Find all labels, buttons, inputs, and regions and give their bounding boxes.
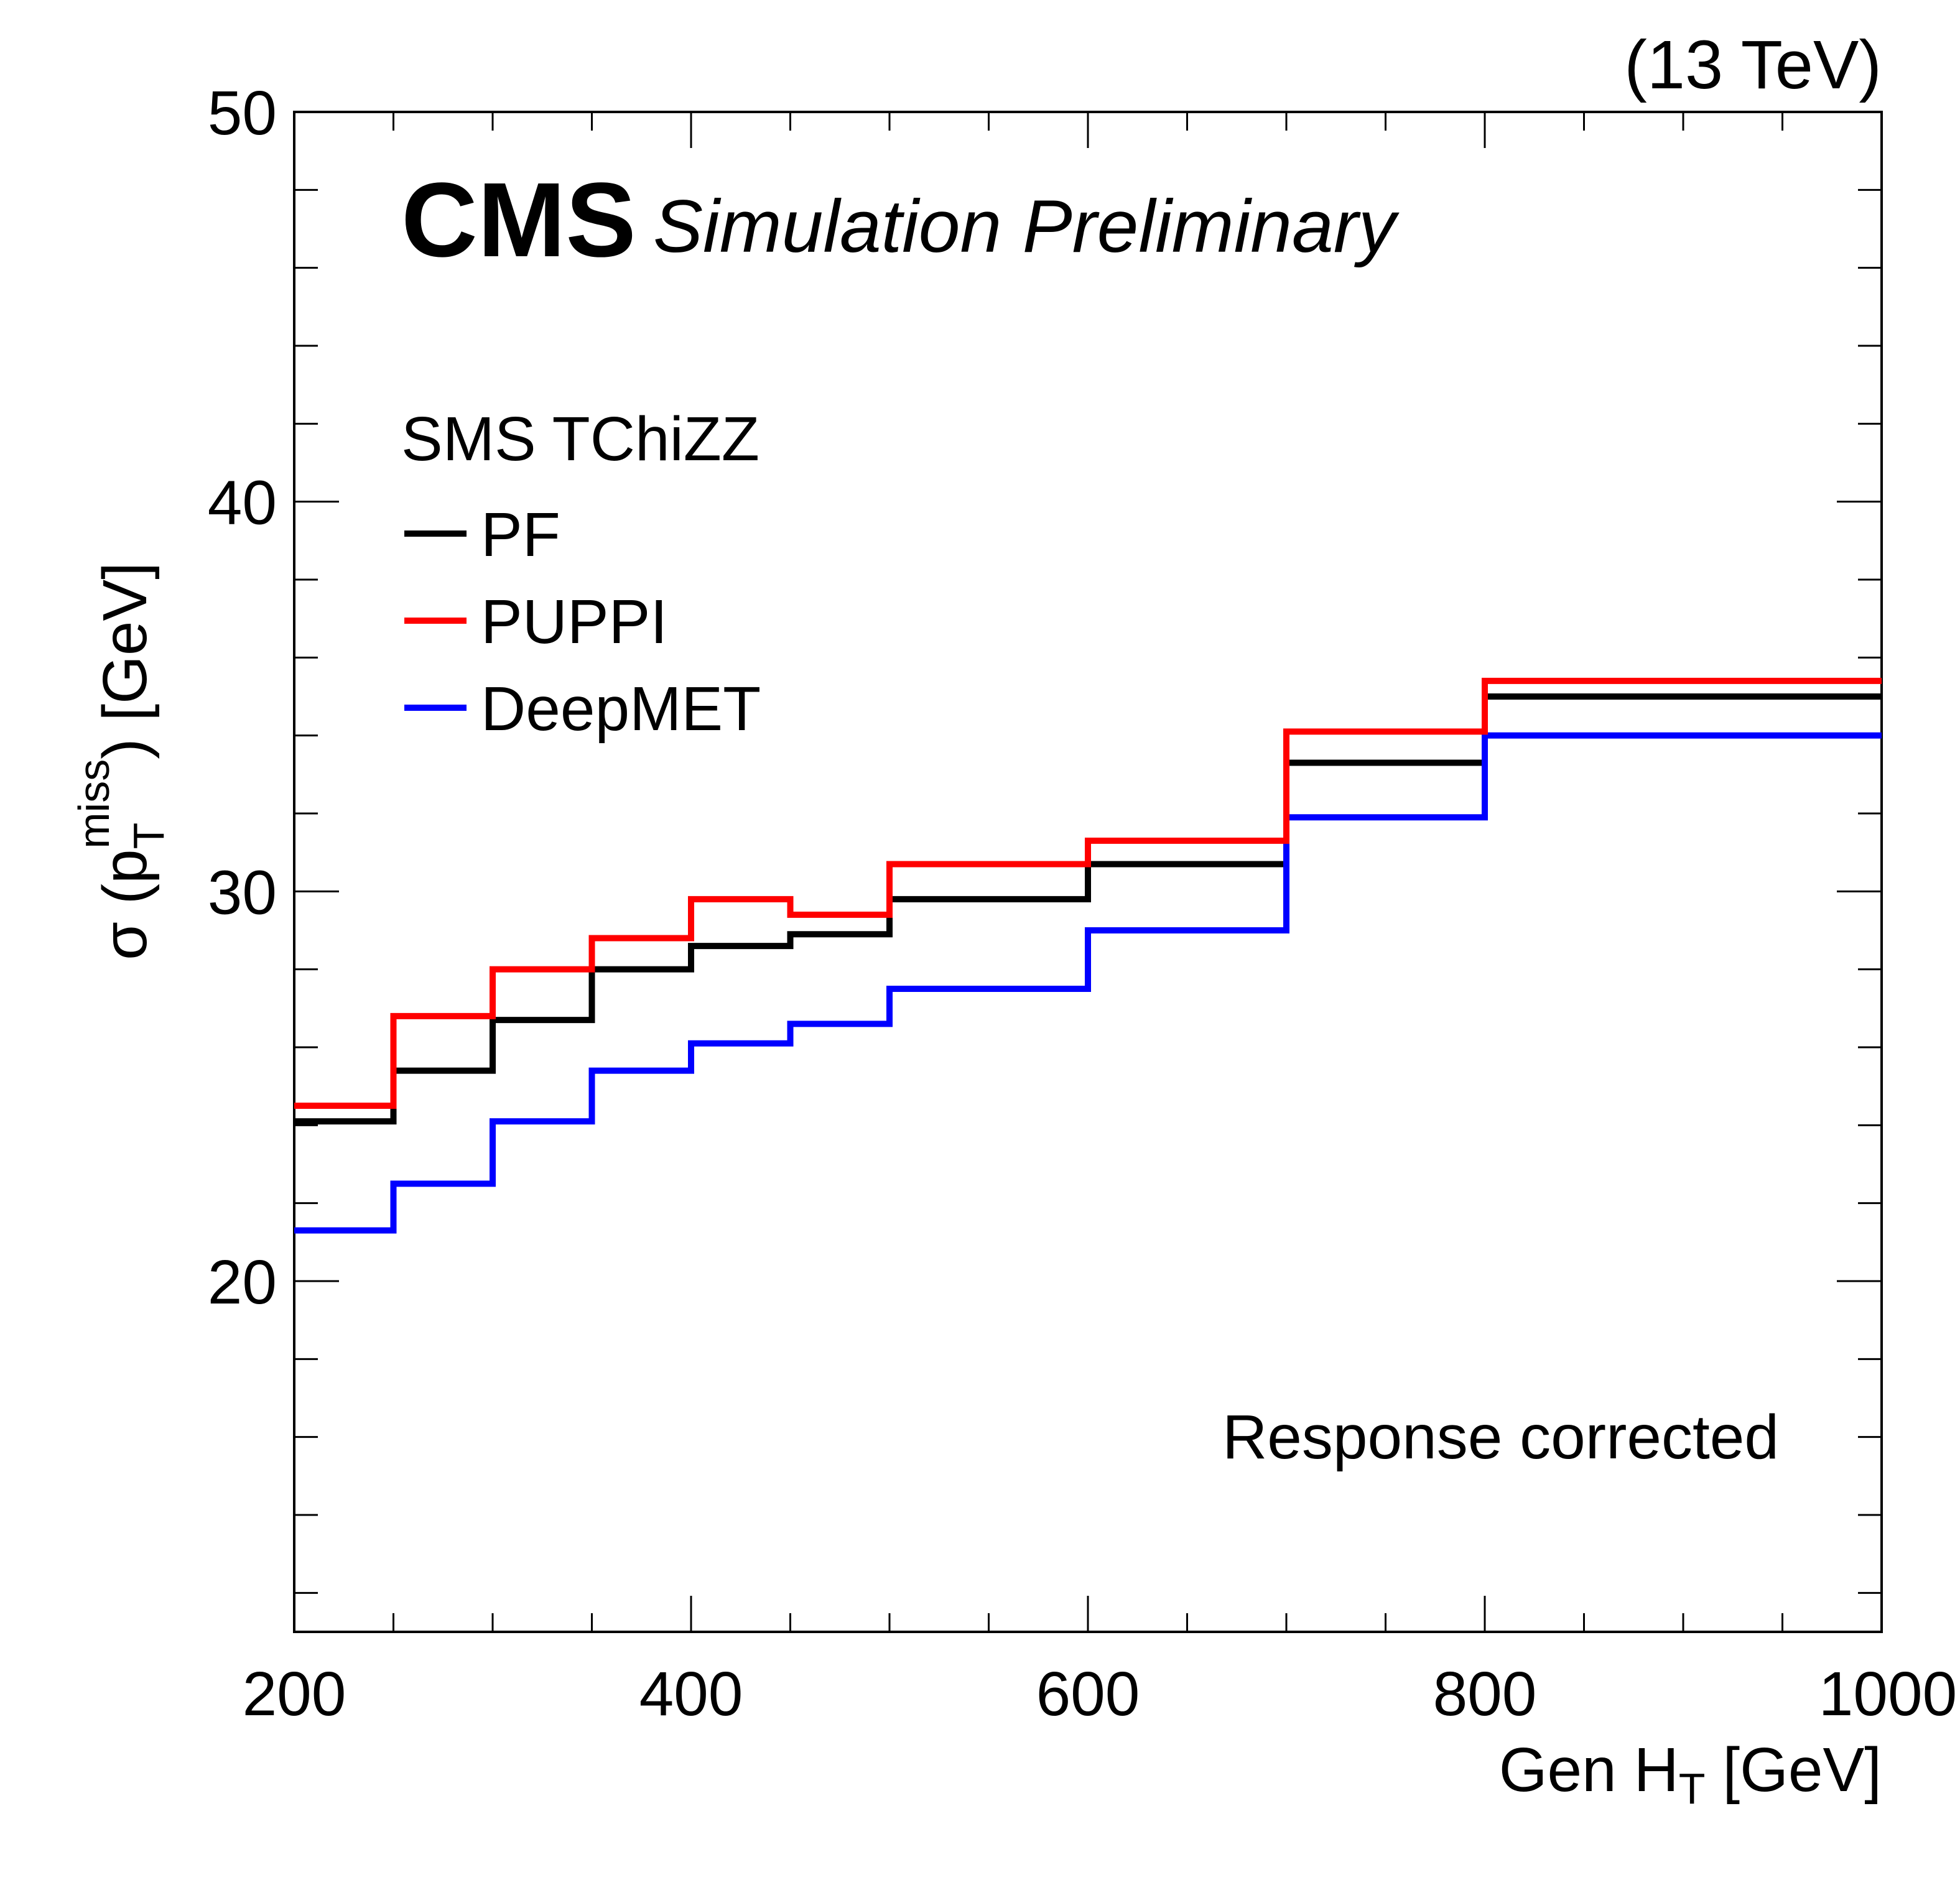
- legend-title: SMS TChiZZ: [401, 404, 759, 474]
- series-group: [294, 677, 1882, 1234]
- legend: SMS TChiZZ PF PUPPI DeepMET: [401, 404, 761, 744]
- extra-label: Simulation Preliminary: [653, 185, 1400, 268]
- legend-label-deepmet: DeepMET: [481, 674, 761, 744]
- legend-label-puppi: PUPPI: [481, 587, 667, 657]
- legend-label-pf: PF: [481, 500, 560, 570]
- y-tick-label: 20: [208, 1248, 277, 1317]
- y-tick-label: 40: [208, 468, 277, 538]
- axis-ticks: [293, 111, 1883, 1632]
- y-tick-label: 50: [208, 78, 277, 148]
- x-axis-title-sub: T: [1679, 1764, 1706, 1813]
- x-tick-label: 400: [639, 1659, 743, 1729]
- x-axis-title-main: Gen H: [1499, 1735, 1679, 1805]
- y-tick-labels: 20 30 40 50: [208, 78, 277, 1317]
- y-tick-label: 30: [208, 858, 277, 927]
- x-axis-title: Gen HT [GeV]: [1499, 1735, 1882, 1813]
- y-axis-title: σ (pTmiss) [GeV]: [70, 562, 173, 960]
- response-corrected-note: Response corrected: [1222, 1402, 1779, 1472]
- series-puppi: [294, 677, 1882, 1109]
- x-tick-label: 200: [243, 1659, 346, 1729]
- cms-label: CMS: [401, 161, 636, 279]
- x-tick-label: 600: [1036, 1659, 1140, 1729]
- energy-label: (13 TeV): [1624, 27, 1882, 103]
- x-tick-labels: 200 400 600 800 1000: [243, 1659, 1958, 1729]
- x-tick-label: 800: [1433, 1659, 1537, 1729]
- x-axis-title-unit: [GeV]: [1706, 1735, 1882, 1805]
- x-tick-label: 1000: [1819, 1659, 1957, 1729]
